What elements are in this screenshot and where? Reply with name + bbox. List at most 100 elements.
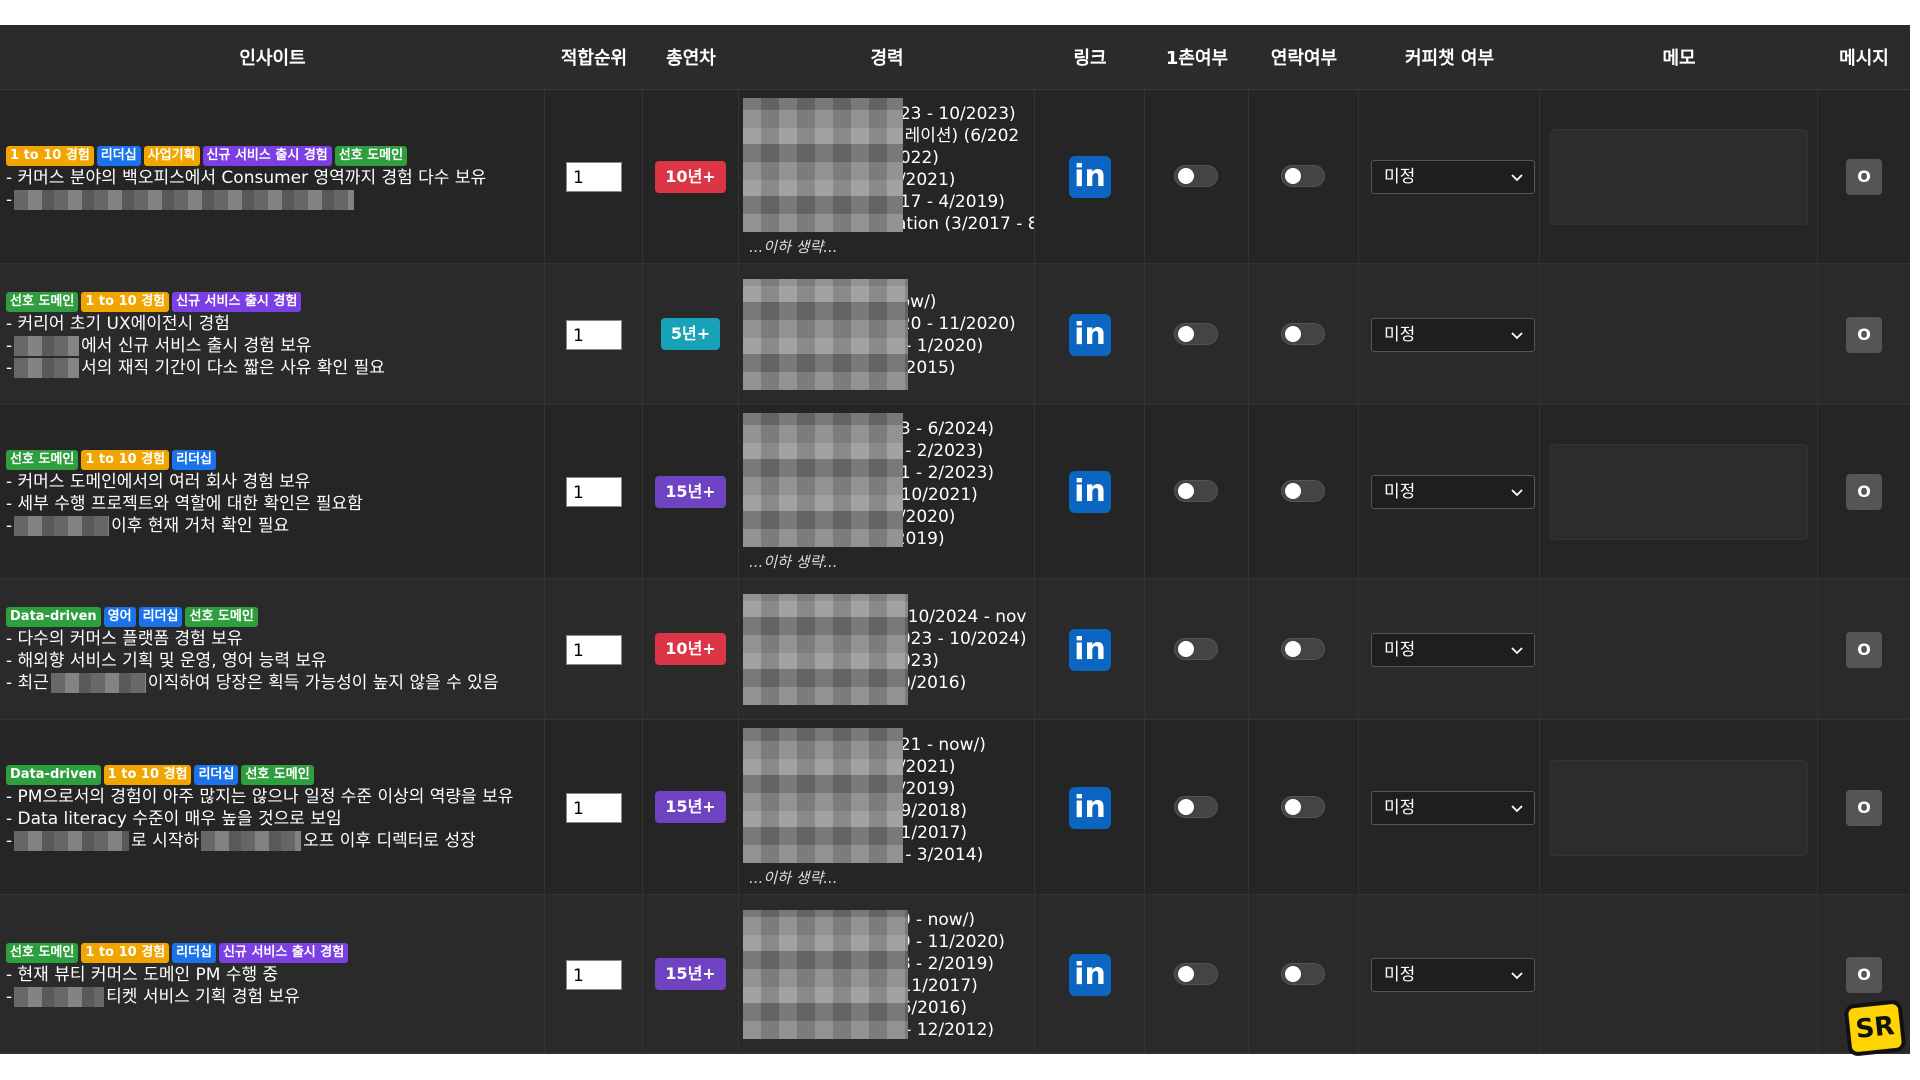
message-button[interactable]: O	[1846, 631, 1882, 668]
insight-line: - 커머스 분야의 백오피스에서 Consumer 영역까지 경험 다수 보유	[6, 167, 544, 189]
career-cell: 20 - now/) 19 - 11/2020) 18 - 2/2019) - 11/…	[739, 895, 1035, 1054]
message-button[interactable]: O	[1846, 956, 1882, 993]
redacted-image	[743, 728, 903, 863]
column-header: 메모	[1540, 25, 1818, 90]
toggle-switch[interactable]	[1281, 962, 1325, 985]
rank-input[interactable]: 1	[566, 792, 622, 823]
tag: 리더십	[172, 943, 216, 963]
coffee-cell: 미정	[1359, 720, 1540, 895]
toggle-switch[interactable]	[1174, 322, 1218, 345]
table-row: Data-driven 1 to 10 경험 리더십 선호 도메인 - PM으로서의 경…	[0, 720, 1910, 895]
insight-text: 서의 재직 기간이 다소 짧은 사유 확인 필요	[81, 358, 385, 378]
insight-text: 오프 이후 디렉터로 성장	[303, 831, 476, 851]
toggle-switch[interactable]	[1174, 795, 1218, 818]
toggle-switch[interactable]	[1174, 637, 1218, 660]
chevron	[1511, 804, 1523, 812]
toggle-switch[interactable]	[1174, 480, 1218, 502]
toggle-switch[interactable]	[1281, 637, 1325, 660]
linkedin-icon[interactable]: in	[1069, 313, 1111, 356]
watermark: SR	[1843, 999, 1907, 1057]
memo-cell	[1540, 895, 1818, 1054]
redacted-text	[14, 515, 110, 536]
coffee-select[interactable]: 미정	[1371, 160, 1535, 194]
insight-line: -	[6, 189, 544, 211]
toggle-switch[interactable]	[1281, 165, 1325, 187]
tag-line: 선호 도메인 1 to 10 경험 리더십 신규 서비스 출시 경험	[6, 940, 544, 963]
rank-input[interactable]: 1	[566, 959, 622, 990]
select-value: 미정	[1384, 324, 1416, 345]
career-line: 퍼레이션) (6/202	[889, 126, 1020, 146]
toggle-switch[interactable]	[1174, 165, 1218, 187]
message-button[interactable]: O	[1846, 159, 1882, 195]
select-value: 미정	[1384, 964, 1416, 985]
tag: 신규 서비스 출시 경험	[172, 292, 302, 312]
tag: 리더십	[194, 765, 239, 785]
rank-input[interactable]: 1	[566, 634, 622, 665]
select-value: 미정	[1384, 639, 1416, 660]
linkedin-icon[interactable]: in	[1069, 786, 1111, 829]
career-line: - 11/2017)	[889, 975, 978, 996]
insight-cell: 선호 도메인 1 to 10 경험 신규 서비스 출시 경험 - 커리어 초기 UX에…	[0, 264, 545, 405]
career-cell: 023 - 10/2023) 퍼레이션) (6/202 2022) 9/2021) 01…	[739, 90, 1035, 264]
tag-line: Data-driven 1 to 10 경험 리더십 선호 도메인	[6, 762, 544, 785]
coffee-select[interactable]: 미정	[1371, 957, 1535, 992]
chevron-path	[1511, 331, 1523, 339]
toggle-switch[interactable]	[1281, 322, 1325, 345]
rank-input[interactable]: 1	[566, 319, 622, 350]
linkedin-icon[interactable]: in	[1069, 471, 1111, 513]
coffee-select[interactable]: 미정	[1371, 790, 1535, 825]
insight-line: - 에서 신규 서비스 출시 경험 보유	[6, 335, 544, 357]
years-cell: 15년+	[643, 895, 739, 1054]
career-line: 19 - 11/2020)	[889, 931, 1005, 952]
insight-text: 이직하여 당장은 획득 가능성이 높지 않을 수 있음	[147, 673, 499, 693]
toggle-switch[interactable]	[1281, 795, 1325, 818]
career-line: 021 - now/)	[889, 734, 986, 755]
rank-input[interactable]: 1	[566, 162, 622, 192]
message-cell: O	[1818, 90, 1910, 264]
message-cell: O	[1818, 895, 1910, 1054]
coffee-select[interactable]: 미정	[1371, 317, 1535, 352]
memo-box[interactable]	[1550, 444, 1808, 540]
coffee-cell: 미정	[1359, 895, 1540, 1054]
memo-box[interactable]	[1550, 759, 1808, 856]
career-line: 10/2016)	[889, 672, 967, 693]
message-button[interactable]: O	[1846, 789, 1882, 826]
redacted-image	[743, 98, 903, 232]
toggle-switch[interactable]	[1174, 962, 1218, 985]
toggle-cell	[1145, 895, 1249, 1054]
rank-cell: 1	[545, 895, 643, 1054]
column-header: 메시지	[1818, 25, 1910, 90]
linkedin-icon[interactable]: in	[1069, 628, 1111, 671]
memo-cell	[1540, 720, 1818, 895]
linkedin-icon[interactable]: in	[1069, 953, 1111, 996]
column-header: 1촌여부	[1145, 25, 1249, 90]
insight-cell: Data-driven 영어 리더십 선호 도메인 - 다수의 커머스 플랫폼 경험 보…	[0, 579, 545, 720]
coffee-select[interactable]: 미정	[1371, 632, 1535, 667]
years-badge: 10년+	[655, 633, 726, 665]
rank-input[interactable]: 1	[566, 477, 622, 507]
message-cell: O	[1818, 579, 1910, 720]
career-cell: ) (10/2024 - nov 2023 - 10/2024) 2023) 10/2…	[739, 579, 1035, 720]
message-button[interactable]: O	[1846, 474, 1882, 510]
message-button[interactable]: O	[1846, 316, 1882, 353]
career-line: - 1/2017)	[889, 822, 967, 843]
career-line: - 9/2018)	[889, 800, 967, 821]
linkedin-icon[interactable]: in	[1069, 156, 1111, 198]
career-line: 18 - 2/2019)	[889, 953, 995, 974]
message-cell: O	[1818, 264, 1910, 405]
insight-line: - 로 시작하 오프 이후 디렉터로 성장	[6, 830, 544, 852]
redacted-text	[50, 673, 146, 693]
career-line: 23 - 6/2024)	[889, 419, 995, 439]
message-cell: O	[1818, 405, 1910, 579]
insight-line: - 커머스 도메인에서의 여러 회사 경험 보유	[6, 471, 544, 493]
memo-box[interactable]	[1550, 129, 1808, 225]
coffee-select[interactable]: 미정	[1371, 475, 1535, 509]
tag-line: 선호 도메인 1 to 10 경험 리더십	[6, 447, 544, 470]
insight-text: -	[6, 189, 13, 210]
toggle-cell	[1249, 895, 1359, 1054]
toggle-cell	[1145, 579, 1249, 720]
select-value: 미정	[1384, 797, 1416, 818]
toggle-switch[interactable]	[1281, 480, 1325, 502]
tag: 1 to 10 경험	[81, 943, 170, 963]
